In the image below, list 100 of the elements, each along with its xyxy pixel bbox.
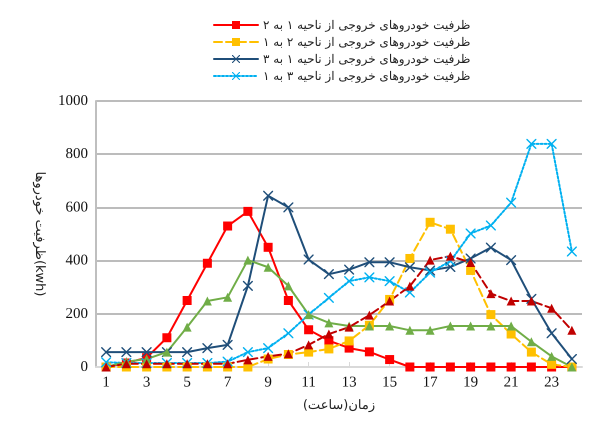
point — [264, 242, 273, 252]
point — [101, 347, 112, 358]
point — [446, 322, 455, 331]
point — [202, 258, 212, 268]
point — [324, 269, 334, 280]
point — [404, 262, 415, 272]
point — [566, 246, 577, 257]
point — [304, 325, 314, 334]
point — [344, 264, 354, 275]
point — [242, 347, 253, 358]
y-tick-label: 200 — [66, 306, 88, 322]
legend-label: ظرفیت خودروهای خروجی از ناحیه ۱ به ۳ — [263, 52, 470, 66]
point — [486, 220, 496, 230]
point — [486, 242, 496, 253]
point — [425, 268, 436, 278]
x-tick-label: 9 — [264, 374, 272, 390]
point — [466, 228, 476, 238]
point — [364, 347, 374, 356]
point — [547, 352, 556, 361]
point — [324, 330, 334, 339]
point — [243, 206, 252, 216]
point — [385, 355, 394, 364]
point — [466, 322, 476, 331]
point — [283, 202, 294, 212]
point — [385, 322, 394, 331]
point — [426, 256, 435, 265]
point — [486, 362, 496, 372]
point — [264, 352, 273, 361]
point — [446, 362, 455, 372]
x-tick-label: 7 — [224, 374, 232, 390]
point — [405, 254, 414, 263]
point — [405, 362, 414, 372]
point — [344, 336, 354, 346]
legend-label: ظرفیت خودروهای خروجی از ناحیه ۲ به ۱ — [263, 35, 470, 49]
point — [426, 326, 435, 335]
point — [182, 322, 192, 332]
point — [446, 252, 455, 261]
point — [486, 289, 496, 298]
point — [202, 343, 212, 354]
point — [182, 347, 192, 358]
x-tick-label: 13 — [342, 374, 357, 390]
point — [526, 348, 536, 357]
legend-label: ظرفیت خودروهای خروجی از ناحیه ۱ به ۲ — [263, 18, 470, 32]
y-axis-title: ظرفیت خودروها(kwh) — [32, 171, 47, 297]
point — [486, 322, 496, 331]
point — [263, 190, 274, 201]
y-tick-label: 800 — [66, 146, 88, 162]
point — [304, 340, 314, 350]
point — [526, 296, 536, 306]
point — [304, 254, 314, 265]
point — [567, 326, 576, 335]
point — [284, 296, 293, 305]
point — [121, 347, 132, 358]
point — [202, 296, 212, 306]
point — [466, 253, 476, 264]
y-tick-label: 1000 — [58, 93, 88, 109]
point — [324, 344, 334, 354]
point — [506, 322, 516, 331]
x-tick-label: 5 — [183, 374, 191, 390]
x-tick-label: 11 — [301, 374, 316, 390]
point — [405, 326, 414, 335]
point — [182, 296, 192, 305]
point — [223, 359, 232, 368]
x-tick-label: 17 — [422, 374, 438, 390]
point — [243, 355, 252, 364]
x-tick-label: 15 — [382, 374, 398, 390]
point — [243, 256, 252, 265]
point — [506, 296, 516, 306]
point — [546, 328, 557, 338]
point — [526, 138, 536, 149]
point — [506, 198, 516, 208]
point — [526, 362, 536, 372]
x-tick-label: 19 — [463, 374, 478, 390]
point — [222, 340, 233, 350]
x-axis-title: زمان(ساعت) — [302, 398, 376, 413]
x-tick-label: 21 — [504, 374, 519, 390]
point — [384, 257, 395, 268]
point — [546, 138, 557, 149]
point — [426, 362, 435, 372]
point — [506, 362, 516, 372]
point — [284, 281, 293, 290]
point — [364, 257, 374, 268]
point — [466, 362, 476, 372]
point — [526, 337, 536, 346]
y-tick-label: 400 — [66, 252, 88, 269]
x-tick-label: 3 — [142, 374, 150, 390]
x-tick-label: 23 — [544, 374, 560, 390]
point — [405, 282, 414, 291]
legend-label: ظرفیت خودروهای خروجی از ناحیه ۳ به ۱ — [263, 69, 470, 83]
point — [324, 292, 334, 303]
point — [506, 255, 516, 266]
point — [242, 280, 253, 291]
point — [426, 218, 435, 227]
point — [384, 276, 395, 286]
point — [263, 343, 274, 354]
point — [566, 354, 577, 364]
point — [364, 310, 374, 320]
y-tick-label: 0 — [80, 359, 88, 375]
x-tick-label: 1 — [102, 374, 110, 390]
point — [466, 258, 476, 267]
